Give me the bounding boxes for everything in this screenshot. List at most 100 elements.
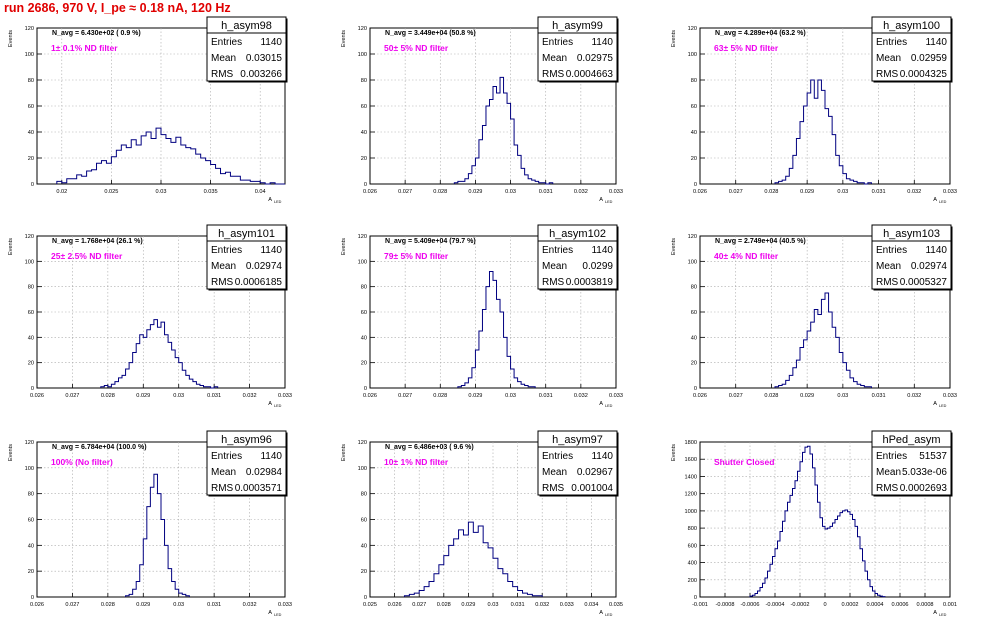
stats-box-title: h_asym103	[883, 228, 940, 240]
stats-box-title: h_asym97	[552, 434, 603, 446]
x-tick-label: 0.03	[837, 189, 848, 195]
y-tick-label: 80	[361, 285, 367, 291]
stats-key: Entries	[542, 37, 573, 48]
x-tick-label: 0.035	[609, 602, 623, 608]
x-tick-label: 0.032	[243, 393, 257, 399]
x-axis-title-sub: LED	[605, 200, 613, 204]
stats-value: 1140	[260, 37, 282, 48]
y-axis-title: Events	[341, 444, 347, 461]
x-tick-label: 0.027	[729, 189, 743, 195]
y-axis-title: Events	[671, 238, 677, 255]
stats-value: 1140	[591, 451, 613, 462]
y-tick-label: 60	[28, 104, 34, 110]
y-tick-label: 1200	[685, 492, 697, 498]
stats-key: RMS	[542, 277, 565, 288]
x-axis-title: A	[599, 401, 603, 407]
y-tick-label: 20	[28, 361, 34, 367]
y-tick-label: 40	[361, 130, 367, 136]
x-tick-label: 0.03	[505, 393, 516, 399]
stats-key: Entries	[211, 451, 242, 462]
x-tick-label: 0.03	[488, 602, 499, 608]
x-tick-label: 0.029	[461, 602, 475, 608]
y-tick-label: 0	[31, 386, 34, 392]
stats-value: 0.03015	[246, 53, 283, 64]
y-tick-label: 0	[31, 182, 34, 188]
stats-key: Mean	[876, 53, 901, 64]
y-tick-label: 0	[694, 182, 697, 188]
stats-value: 1140	[925, 37, 947, 48]
y-tick-label: 600	[688, 543, 697, 549]
stats-value: 0.02974	[911, 261, 948, 272]
stats-key: Mean	[211, 53, 236, 64]
x-tick-label: 0.0008	[916, 602, 933, 608]
y-tick-label: 100	[688, 259, 697, 265]
x-axis-title: A	[268, 197, 272, 203]
stats-key: Mean	[542, 261, 567, 272]
x-tick-label: 0.033	[278, 602, 292, 608]
y-tick-label: 60	[28, 518, 34, 524]
stats-value: 5.033e-06	[902, 467, 947, 478]
y-tick-label: 1000	[685, 509, 697, 515]
y-tick-label: 200	[688, 578, 697, 584]
panel-h_asym100: 0.026 0.027 0.028 0.029 0.03 0.031 0.032 0.033 0…	[671, 16, 957, 204]
stats-box	[537, 16, 618, 82]
navg-caption: N_avg = 4.289e+04 (63.2 %)	[715, 30, 806, 37]
x-tick-label: 0.033	[943, 189, 957, 195]
stats-key: Entries	[876, 245, 907, 256]
panel-h_asym102: 0.026 0.027 0.028 0.029 0.03 0.031 0.032 0.033 0…	[341, 224, 623, 408]
y-axis-title: Events	[341, 30, 347, 47]
x-axis-title-sub: LED	[274, 613, 282, 617]
histogram-steps	[100, 319, 219, 389]
stats-key: Mean	[876, 261, 901, 272]
x-tick-label: -0.0004	[766, 602, 785, 608]
navg-caption: N_avg = 6.430e+02 ( 0.9 %)	[52, 30, 141, 37]
stats-box	[206, 430, 287, 496]
stats-box-title: h_asym101	[218, 228, 275, 240]
x-tick-label: 0.027	[65, 393, 79, 399]
stats-key: RMS	[876, 69, 899, 80]
stats-key: Mean	[542, 53, 567, 64]
x-tick-label: -0.0006	[741, 602, 760, 608]
y-tick-label: 60	[361, 310, 367, 316]
x-tick-label: 0.026	[363, 189, 377, 195]
x-tick-label: 0.027	[412, 602, 426, 608]
x-tick-label: 0.035	[204, 189, 218, 195]
x-tick-label: 0.032	[243, 602, 257, 608]
x-axis-title-sub: LED	[274, 404, 282, 408]
x-tick-label: 0.034	[584, 602, 598, 608]
x-tick-label: 0.029	[468, 189, 482, 195]
stats-value: 0.003266	[240, 69, 282, 80]
stats-box-title: hPed_asym	[882, 434, 940, 446]
y-tick-label: 60	[691, 104, 697, 110]
filter-label: 100% (No filter)	[51, 457, 113, 467]
stats-key: RMS	[211, 483, 234, 494]
filter-label: 25± 2.5% ND filter	[51, 251, 123, 261]
y-tick-label: 120	[25, 234, 34, 240]
y-axis-title: Events	[671, 444, 677, 461]
filter-label: 1± 0.1% ND filter	[51, 43, 118, 53]
stats-value: 0.02959	[911, 53, 948, 64]
stats-box-title: h_asym102	[549, 228, 606, 240]
navg-caption: N_avg = 5.409e+04 (79.7 %)	[385, 238, 476, 245]
x-tick-label: 0.029	[136, 602, 150, 608]
stats-value: 0.0003819	[566, 277, 614, 288]
y-tick-label: 100	[25, 52, 34, 58]
x-tick-label: -0.0002	[791, 602, 810, 608]
y-tick-label: 100	[688, 52, 697, 58]
x-tick-label: 0.029	[468, 393, 482, 399]
y-tick-label: 100	[25, 466, 34, 472]
x-tick-label: 0.032	[907, 393, 921, 399]
histogram-steps	[56, 127, 285, 185]
stats-key: RMS	[542, 69, 565, 80]
y-tick-label: 120	[358, 26, 367, 32]
filter-label: 63± 5% ND filter	[714, 43, 779, 53]
x-tick-label: 0.031	[539, 393, 553, 399]
y-axis-title: Events	[8, 444, 14, 461]
y-tick-label: 20	[361, 569, 367, 575]
y-tick-label: 1800	[685, 440, 697, 446]
filter-label: 50± 5% ND filter	[384, 43, 449, 53]
stats-key: Mean	[542, 467, 567, 478]
y-tick-label: 80	[361, 492, 367, 498]
stats-value: 0.0002693	[900, 483, 948, 494]
x-tick-label: 0.027	[729, 393, 743, 399]
